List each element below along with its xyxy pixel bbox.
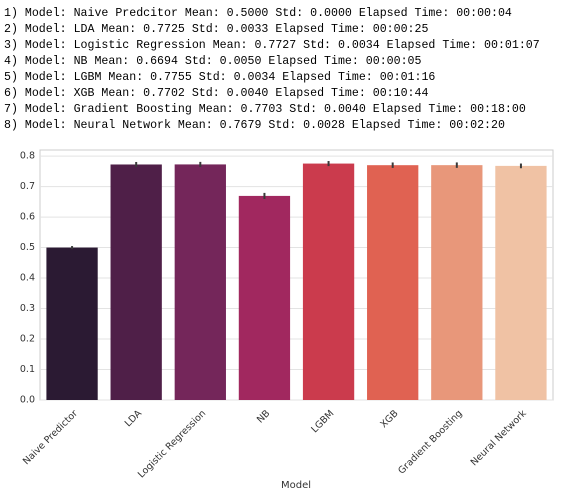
x-tick-label: XGB (378, 408, 400, 430)
bar (495, 165, 547, 400)
output-line: 2) Model: LDA Mean: 0.7725 Std: 0.0033 E… (4, 23, 428, 36)
y-tick-label: 0.5 (20, 242, 35, 253)
x-tick-label: Logistic Regression (136, 408, 208, 480)
y-tick-label: 0.4 (20, 273, 35, 284)
output-line: 8) Model: Neural Network Mean: 0.7679 St… (4, 119, 505, 132)
output-line: 7) Model: Gradient Boosting Mean: 0.7703… (4, 103, 526, 116)
output-line: 3) Model: Logistic Regression Mean: 0.77… (4, 39, 540, 52)
x-tick-label: NB (255, 408, 272, 425)
x-tick-label: Naive Predictor (21, 408, 80, 467)
y-tick-label: 0.0 (20, 395, 35, 406)
x-tick-label: Neural Network (469, 408, 529, 468)
x-tick-label: LGBM (309, 408, 336, 435)
bar (238, 195, 291, 400)
bar (110, 164, 162, 400)
y-tick-label: 0.7 (20, 181, 35, 192)
output-line: 6) Model: XGB Mean: 0.7702 Std: 0.0040 E… (4, 87, 428, 100)
x-tick-label: Gradient Boosting (396, 408, 465, 477)
bar (431, 165, 483, 400)
output-line: 1) Model: Naive Predcitor Mean: 0.5000 S… (4, 7, 512, 20)
y-tick-label: 0.2 (20, 334, 35, 345)
y-tick-label: 0.3 (20, 303, 35, 314)
y-tick-label: 0.8 (20, 151, 35, 162)
y-tick-label: 0.6 (20, 212, 35, 223)
output-line: 5) Model: LGBM Mean: 0.7755 Std: 0.0034 … (4, 71, 435, 84)
bar (367, 165, 419, 400)
output-line: 4) Model: NB Mean: 0.6694 Std: 0.0050 El… (4, 55, 421, 68)
bar (174, 164, 226, 400)
bar (46, 247, 98, 400)
x-tick-label: LDA (123, 408, 145, 430)
bar (302, 163, 355, 400)
x-axis-label: Model (281, 480, 311, 491)
y-tick-label: 0.1 (20, 364, 35, 375)
